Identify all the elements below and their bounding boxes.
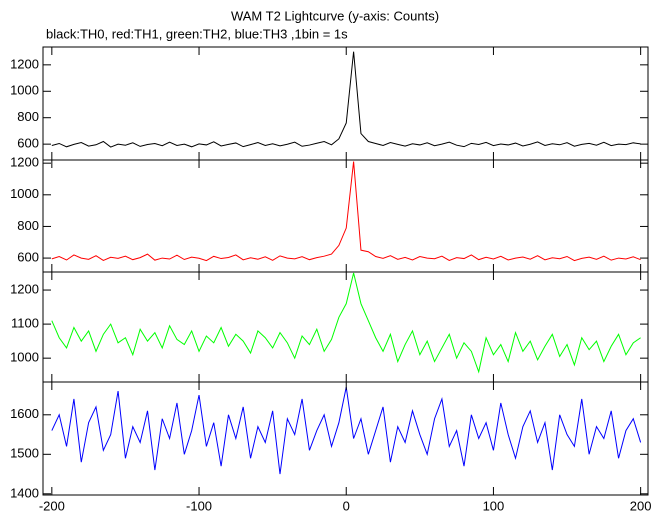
y-tick-label: 1200 [10,281,39,296]
chart-subtitle: black:TH0, red:TH1, green:TH2, blue:TH3 … [46,26,348,41]
y-tick-label: 1000 [10,350,39,365]
panel-frame [42,271,649,383]
lightcurve [51,161,641,262]
panel-frame [42,159,649,273]
y-tick-label: 1000 [10,83,39,98]
y-tick-label: 1500 [10,446,39,461]
x-tick-label: 100 [483,498,505,513]
lightcurve [51,51,641,148]
x-tick-label: 0 [343,498,350,513]
y-tick-label: 1400 [10,485,39,500]
lightcurve [51,387,642,475]
x-tick-label: -200 [39,498,65,513]
y-tick-label: 600 [17,250,39,265]
y-tick-label: 600 [17,136,39,151]
y-tick-label: 1000 [10,186,39,201]
panel-frame [42,381,649,496]
y-tick-label: 800 [17,109,39,124]
x-tick-label: 200 [630,498,652,513]
y-tick-label: 800 [17,218,39,233]
chart-title: WAM T2 Lightcurve (y-axis: Counts) [231,8,439,23]
y-tick-label: 1200 [10,56,39,71]
y-tick-label: 1600 [10,406,39,421]
lightcurve [51,272,641,374]
y-tick-label: 1100 [11,316,39,331]
y-tick-label: 1200 [10,155,39,170]
x-tick-label: -100 [186,498,212,513]
